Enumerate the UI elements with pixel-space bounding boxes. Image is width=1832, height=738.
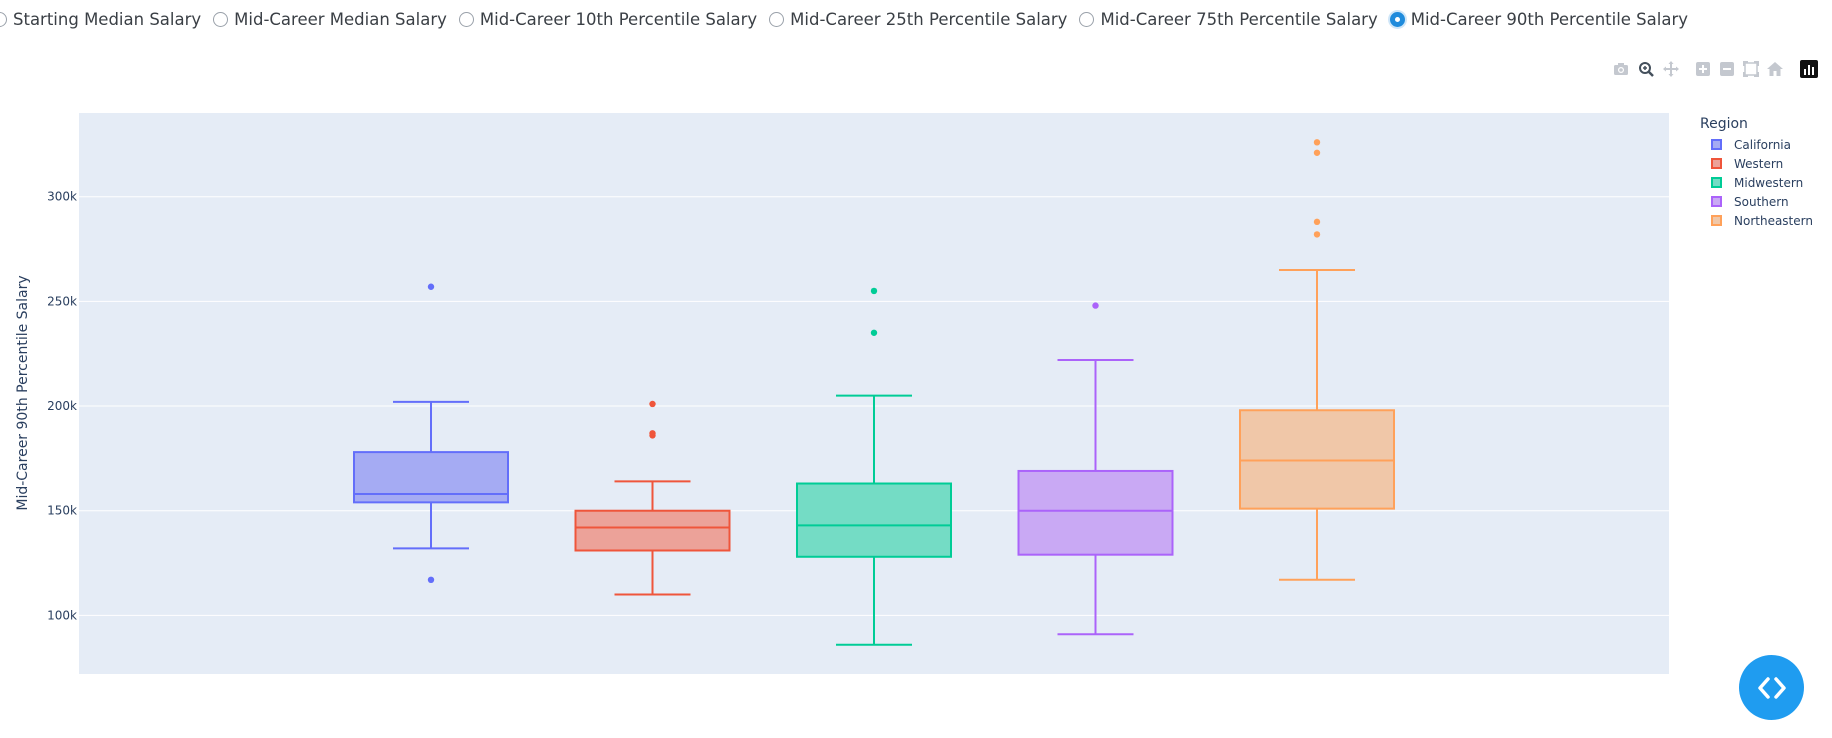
autoscale-icon[interactable] — [1742, 60, 1760, 78]
legend-label: California — [1734, 137, 1791, 152]
legend-item-southern[interactable]: Southern — [1711, 192, 1813, 211]
radio-option[interactable]: Mid-Career 75th Percentile Salary — [1079, 9, 1378, 29]
outlier-point — [1313, 139, 1321, 146]
radio-unselected-icon[interactable] — [458, 11, 474, 27]
legend-label: Midwestern — [1734, 175, 1804, 190]
radio-option-label: Mid-Career 75th Percentile Salary — [1100, 9, 1378, 29]
zoom-out-icon[interactable] — [1718, 60, 1736, 78]
box-traces — [353, 139, 1395, 646]
box-iqr — [1017, 469, 1174, 556]
box-iqr — [574, 509, 731, 552]
box-iqr — [796, 482, 952, 558]
legend-item-western[interactable]: Western — [1711, 154, 1813, 173]
radio-option-label: Mid-Career 25th Percentile Salary — [790, 9, 1068, 29]
outlier-point — [427, 576, 435, 584]
legend-swatch — [1711, 177, 1722, 188]
box-trace-western[interactable] — [574, 400, 731, 596]
legend-swatch — [1711, 215, 1722, 226]
radio-unselected-icon[interactable] — [769, 11, 785, 27]
outlier-point — [649, 430, 656, 437]
radio-selected-icon[interactable] — [1389, 11, 1405, 27]
legend-label: Western — [1734, 156, 1784, 171]
outlier-point — [1092, 302, 1099, 309]
y-tick-label: 200k — [47, 399, 77, 413]
pan-icon[interactable] — [1662, 60, 1680, 78]
box-trace-california[interactable] — [353, 283, 509, 584]
legend-swatch — [1711, 139, 1722, 150]
radio-option-label: Starting Median Salary — [13, 9, 202, 29]
plotly-logo-icon[interactable] — [1800, 60, 1818, 78]
outlier-point — [1313, 231, 1321, 238]
code-icon — [1757, 676, 1786, 699]
legend-label: Northeastern — [1734, 213, 1813, 228]
zoom-icon[interactable] — [1637, 60, 1655, 78]
box-trace-northeastern[interactable] — [1239, 139, 1395, 581]
radio-option[interactable]: Starting Median Salary — [0, 10, 201, 29]
radio-option-label: Mid-Career 10th Percentile Salary — [479, 9, 758, 29]
legend: Region California Western Midwestern Southe… — [1700, 116, 1813, 230]
camera-icon[interactable] — [1612, 60, 1630, 78]
legend-item-midwestern[interactable]: Midwestern — [1711, 173, 1813, 192]
legend-item-northeastern[interactable]: Northeastern — [1711, 211, 1813, 230]
y-tick-label: 250k — [47, 294, 77, 308]
radio-option[interactable]: Mid-Career 90th Percentile Salary — [1389, 9, 1689, 29]
radio-option[interactable]: Mid-Career Median Salary — [213, 10, 447, 29]
outlier-point — [1313, 149, 1321, 156]
y-tick-label: 100k — [47, 608, 77, 622]
legend-label: Southern — [1734, 194, 1789, 209]
outlier-point — [870, 329, 878, 336]
outlier-point — [870, 287, 878, 295]
y-axis-title: Mid-Career 90th Percentile Salary — [15, 275, 31, 510]
metric-radio-group: Starting Median Salary Mid-Career Median … — [0, 6, 1700, 32]
outlier-point — [427, 283, 435, 290]
radio-option[interactable]: Mid-Career 25th Percentile Salary — [769, 10, 1067, 29]
outlier-point — [1313, 218, 1321, 226]
legend-swatch — [1711, 158, 1722, 169]
box-iqr — [1239, 409, 1395, 510]
reset-axes-icon[interactable] — [1766, 60, 1784, 78]
box-trace-midwestern[interactable] — [796, 287, 952, 646]
y-tick-label: 300k — [47, 190, 77, 204]
y-tick-labels: 100k 150k 200k 250k 300k — [47, 190, 77, 623]
radio-option-label: Mid-Career Median Salary — [234, 9, 447, 29]
radio-unselected-icon[interactable] — [213, 11, 229, 27]
y-tick-label: 150k — [47, 504, 77, 518]
legend-item-california[interactable]: California — [1711, 135, 1813, 154]
code-toggle-button[interactable] — [1739, 655, 1804, 720]
legend-swatch — [1711, 196, 1722, 207]
legend-title: Region — [1700, 116, 1748, 132]
zoom-in-icon[interactable] — [1694, 60, 1712, 78]
box-trace-southern[interactable] — [1017, 302, 1174, 636]
radio-option[interactable]: Mid-Career 10th Percentile Salary — [458, 9, 758, 29]
radio-option-label: Mid-Career 90th Percentile Salary — [1410, 9, 1689, 29]
radio-unselected-icon[interactable] — [0, 11, 7, 27]
radio-unselected-icon[interactable] — [1079, 11, 1095, 27]
outlier-point — [649, 400, 656, 408]
